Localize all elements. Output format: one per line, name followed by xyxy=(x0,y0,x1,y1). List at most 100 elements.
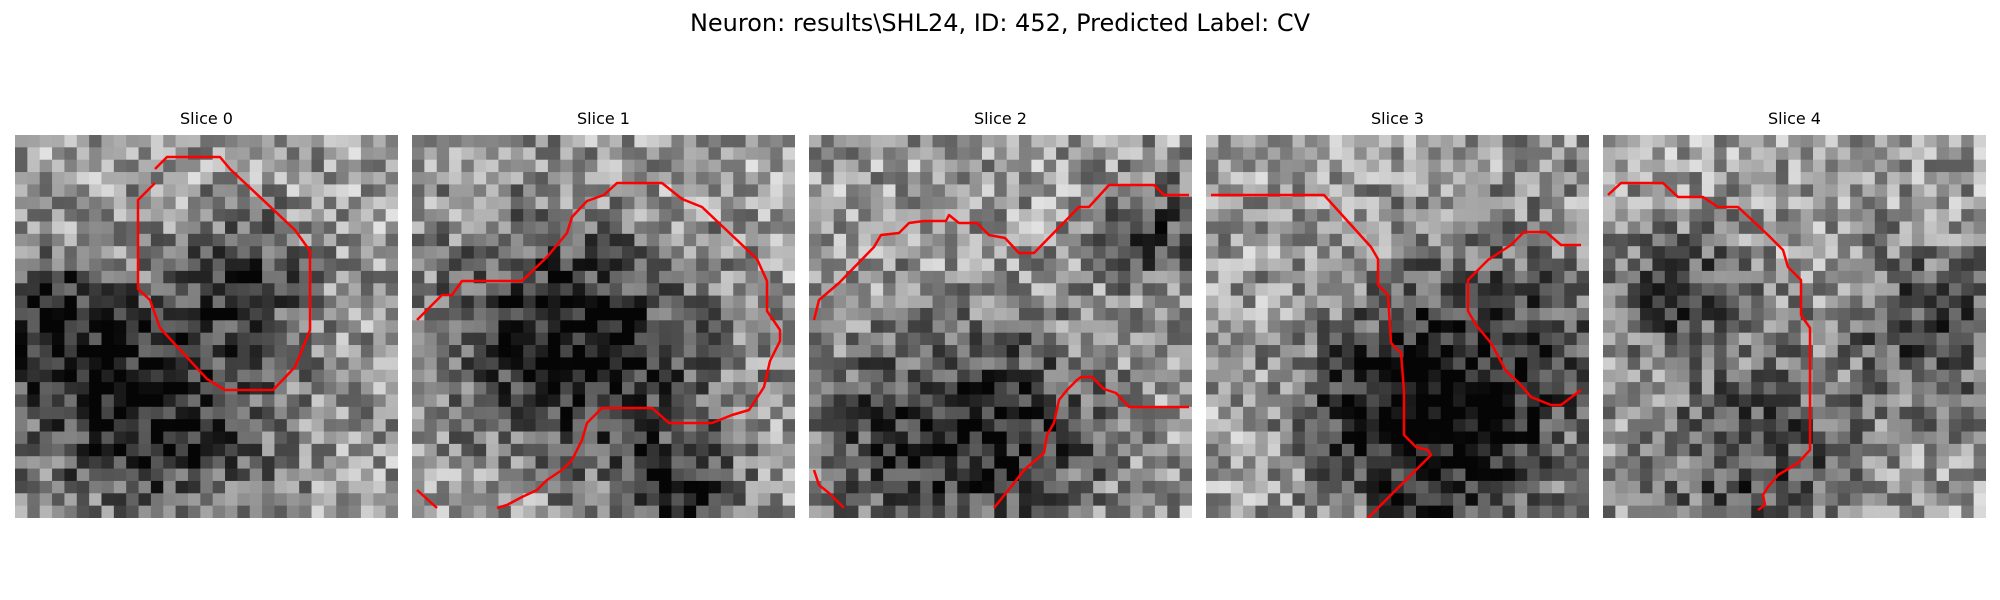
pixel xyxy=(883,382,897,396)
pixel xyxy=(473,443,487,457)
pixel xyxy=(1056,493,1070,507)
pixel xyxy=(348,196,362,210)
pixel xyxy=(212,184,226,198)
pixel xyxy=(473,147,487,161)
pixel xyxy=(1514,307,1528,321)
pixel xyxy=(187,221,201,235)
pixel xyxy=(1514,456,1528,470)
pixel xyxy=(609,431,623,445)
pixel xyxy=(622,345,635,358)
pixel xyxy=(348,419,362,433)
pixel xyxy=(1564,135,1578,148)
pixel xyxy=(64,505,78,518)
pixel xyxy=(1230,196,1244,210)
pixel xyxy=(1813,431,1826,445)
pixel xyxy=(1627,493,1641,507)
pixel xyxy=(323,209,337,223)
pixel xyxy=(981,493,995,507)
pixel xyxy=(1453,505,1467,518)
pixel xyxy=(348,147,362,161)
pixel xyxy=(1763,159,1777,173)
pixel xyxy=(1341,159,1355,173)
pixel xyxy=(671,332,685,346)
pixel xyxy=(1887,270,1901,284)
pixel xyxy=(336,480,350,494)
pixel xyxy=(52,468,66,482)
pixel xyxy=(584,270,598,284)
pixel xyxy=(1763,196,1777,210)
pixel xyxy=(883,221,897,235)
pixel xyxy=(1403,184,1417,198)
pixel xyxy=(1130,233,1144,247)
pixel xyxy=(1603,493,1616,507)
pixel xyxy=(1080,419,1094,433)
pixel xyxy=(833,209,847,223)
pixel xyxy=(1105,147,1119,161)
pixel xyxy=(981,468,995,482)
pixel xyxy=(1391,493,1405,507)
pixel xyxy=(883,369,897,383)
pixel xyxy=(1255,221,1269,235)
pixel xyxy=(498,246,512,260)
pixel xyxy=(1714,456,1728,470)
pixel xyxy=(1689,431,1703,445)
pixel xyxy=(809,431,822,445)
pixel xyxy=(622,431,635,445)
pixel xyxy=(1179,345,1192,358)
pixel xyxy=(584,307,598,321)
pixel xyxy=(1775,147,1789,161)
pixel xyxy=(175,295,189,309)
pixel xyxy=(449,221,463,235)
pixel xyxy=(1378,246,1392,260)
pixel xyxy=(64,270,78,284)
pixel xyxy=(15,258,28,272)
pixel xyxy=(1440,480,1454,494)
pixel xyxy=(1738,480,1752,494)
pixel xyxy=(1428,493,1442,507)
pixel xyxy=(39,369,53,383)
pixel xyxy=(932,233,946,247)
pixel xyxy=(412,382,425,396)
pixel xyxy=(1056,270,1070,284)
pixel xyxy=(1428,172,1442,186)
pixel xyxy=(150,345,164,358)
pixel xyxy=(113,505,127,518)
pixel xyxy=(1255,357,1269,371)
pixel xyxy=(1948,283,1962,297)
pixel xyxy=(274,135,288,148)
pixel xyxy=(1154,172,1168,186)
pixel xyxy=(969,172,983,186)
pixel xyxy=(1428,369,1442,383)
pixel xyxy=(1329,493,1343,507)
pixel xyxy=(1105,184,1119,198)
pixel xyxy=(1354,147,1368,161)
pixel xyxy=(1280,233,1294,247)
pixel xyxy=(895,382,909,396)
pixel xyxy=(634,184,648,198)
pixel xyxy=(932,357,946,371)
pixel xyxy=(1862,270,1876,284)
pixel xyxy=(547,382,561,396)
pixel xyxy=(1142,320,1156,334)
pixel xyxy=(449,456,463,470)
pixel xyxy=(225,493,238,507)
pixel xyxy=(1218,233,1232,247)
pixel xyxy=(212,246,226,260)
pixel xyxy=(659,295,673,309)
pixel xyxy=(1551,159,1565,173)
pixel xyxy=(1800,369,1814,383)
pixel xyxy=(15,394,28,408)
pixel xyxy=(64,382,78,396)
pixel xyxy=(1477,295,1491,309)
pixel xyxy=(683,283,697,297)
pixel xyxy=(1539,172,1553,186)
pixel xyxy=(52,394,66,408)
pixel xyxy=(64,184,78,198)
pixel xyxy=(1477,493,1491,507)
pixel xyxy=(1093,307,1107,321)
pixel xyxy=(336,209,350,223)
pixel xyxy=(683,172,697,186)
pixel xyxy=(1428,147,1442,161)
pixel xyxy=(249,419,263,433)
pixel xyxy=(1403,369,1417,383)
